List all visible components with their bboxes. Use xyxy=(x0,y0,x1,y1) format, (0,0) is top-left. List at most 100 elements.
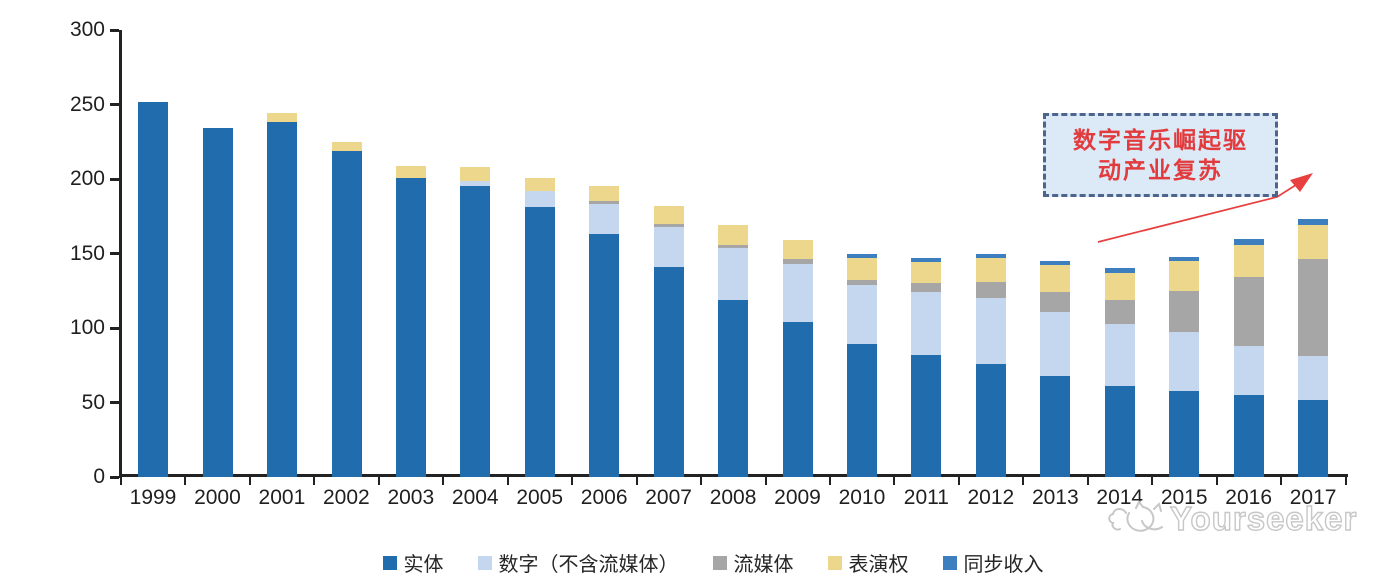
x-tick-label-2016: 2016 xyxy=(1225,486,1272,509)
legend-swatch-icon xyxy=(942,555,957,570)
bar-2008 xyxy=(701,30,765,477)
bar-segment-2012 xyxy=(975,253,1006,259)
bar-segment-2006 xyxy=(589,204,620,235)
bar-segment-2007 xyxy=(653,266,684,477)
bar-segment-2014 xyxy=(1104,299,1135,324)
bar-segment-2017 xyxy=(1298,399,1329,477)
x-tick-label-2003: 2003 xyxy=(387,486,435,509)
bar-segment-2011 xyxy=(911,262,942,284)
bar-segment-2005 xyxy=(524,207,555,477)
bar-segment-2010 xyxy=(847,284,878,345)
bar-2012 xyxy=(959,30,1023,477)
y-tick-mark xyxy=(110,401,119,404)
y-tick-mark xyxy=(110,177,119,181)
x-tick-mark xyxy=(1022,477,1025,485)
x-tick-label-2008: 2008 xyxy=(709,486,757,509)
y-tick-mark xyxy=(110,103,119,106)
bar-segment-2016 xyxy=(1233,345,1264,396)
bar-segment-2003 xyxy=(395,177,426,477)
bar-2016 xyxy=(1216,30,1280,477)
legend: 实体 数字（不含流媒体） 流媒体 表演权 同步收入 xyxy=(14,548,1398,577)
x-tick-label-2015: 2015 xyxy=(1160,486,1208,509)
x-tick-mark xyxy=(1280,477,1283,485)
x-tick-mark xyxy=(893,477,896,485)
legend-item: 数字（不含流媒体） xyxy=(477,548,679,577)
x-tick-mark xyxy=(571,477,574,485)
bar-2000 xyxy=(185,30,249,477)
bar-segment-2011 xyxy=(911,283,942,293)
x-tick-label-2006: 2006 xyxy=(580,486,628,509)
bar-segment-2011 xyxy=(911,292,942,355)
bar-segment-2017 xyxy=(1298,225,1329,260)
y-tick-mark xyxy=(110,326,119,330)
y-tick-mark xyxy=(110,28,119,32)
bar-segment-2017 xyxy=(1298,356,1329,400)
bar-2013 xyxy=(1023,30,1087,477)
x-tick-label-2000: 2000 xyxy=(194,486,241,509)
bar-segment-2015 xyxy=(1169,290,1200,333)
bar-2011 xyxy=(894,30,958,477)
legend-label: 流媒体 xyxy=(733,554,794,576)
bar-2006 xyxy=(572,30,636,477)
watermark: Yourseeker xyxy=(1106,499,1357,539)
x-tick-label-2014: 2014 xyxy=(1096,486,1144,509)
y-tick-label: 150 xyxy=(69,241,105,265)
bar-2017 xyxy=(1281,30,1345,477)
x-tick-label-2001: 2001 xyxy=(258,486,306,509)
bar-segment-2015 xyxy=(1169,390,1200,477)
bar-2004 xyxy=(443,30,507,477)
bar-2015 xyxy=(1152,30,1216,477)
bar-segment-2001 xyxy=(267,113,298,123)
bar-segment-2005 xyxy=(524,177,555,191)
x-tick-label-2002: 2002 xyxy=(322,486,370,509)
cat-outline-logo-icon xyxy=(1108,500,1163,532)
bar-segment-2011 xyxy=(911,257,942,263)
bar-segment-2007 xyxy=(653,226,684,267)
annotation-callout-box: 数字音乐崛起驱 动产业复苏 xyxy=(1043,113,1278,197)
bar-segment-2013 xyxy=(1040,292,1071,312)
legend-item: 实体 xyxy=(382,548,444,577)
annotation-text-line2: 动产业复苏 xyxy=(1098,157,1223,183)
y-tick-mark xyxy=(110,252,119,255)
bar-segment-2009 xyxy=(782,263,813,323)
x-tick-label-2012: 2012 xyxy=(967,486,1015,509)
bar-segment-2012 xyxy=(975,281,1006,299)
bar-segment-2009 xyxy=(782,259,813,264)
bar-segment-2013 xyxy=(1040,311,1071,376)
bar-segment-2015 xyxy=(1169,256,1200,261)
bar-2003 xyxy=(379,30,443,477)
bars-container xyxy=(121,30,1347,477)
y-tick-label: 300 xyxy=(69,18,105,41)
bar-segment-2011 xyxy=(911,354,942,477)
x-tick-mark xyxy=(764,477,767,485)
x-tick-mark xyxy=(313,477,316,485)
bar-segment-2008 xyxy=(718,299,749,477)
x-tick-mark xyxy=(1344,477,1347,485)
x-tick-mark xyxy=(442,477,445,485)
bar-segment-2010 xyxy=(847,280,878,285)
bar-segment-2014 xyxy=(1104,268,1135,273)
legend-item: 表演权 xyxy=(827,548,909,577)
bar-segment-2007 xyxy=(653,223,684,227)
bar-segment-2010 xyxy=(847,257,878,281)
bar-2001 xyxy=(250,30,314,477)
legend-label: 表演权 xyxy=(848,554,909,576)
bar-segment-2008 xyxy=(718,247,749,300)
bar-segment-2010 xyxy=(847,344,878,477)
bar-segment-2004 xyxy=(460,186,491,477)
bar-segment-2013 xyxy=(1040,375,1071,477)
y-tick-mark xyxy=(110,475,119,479)
bar-segment-2017 xyxy=(1298,219,1329,226)
x-tick-label-2009: 2009 xyxy=(774,486,821,509)
x-tick-mark xyxy=(506,477,509,485)
bar-segment-2014 xyxy=(1104,323,1135,387)
bar-segment-2014 xyxy=(1104,386,1135,477)
bar-segment-2008 xyxy=(718,244,749,248)
y-axis-line xyxy=(119,30,122,478)
bar-segment-2007 xyxy=(653,205,684,224)
bar-segment-2004 xyxy=(460,180,491,187)
x-tick-mark xyxy=(828,477,831,485)
x-tick-mark xyxy=(184,477,187,485)
bar-segment-2009 xyxy=(782,240,813,260)
y-tick-label: 100 xyxy=(69,316,105,339)
